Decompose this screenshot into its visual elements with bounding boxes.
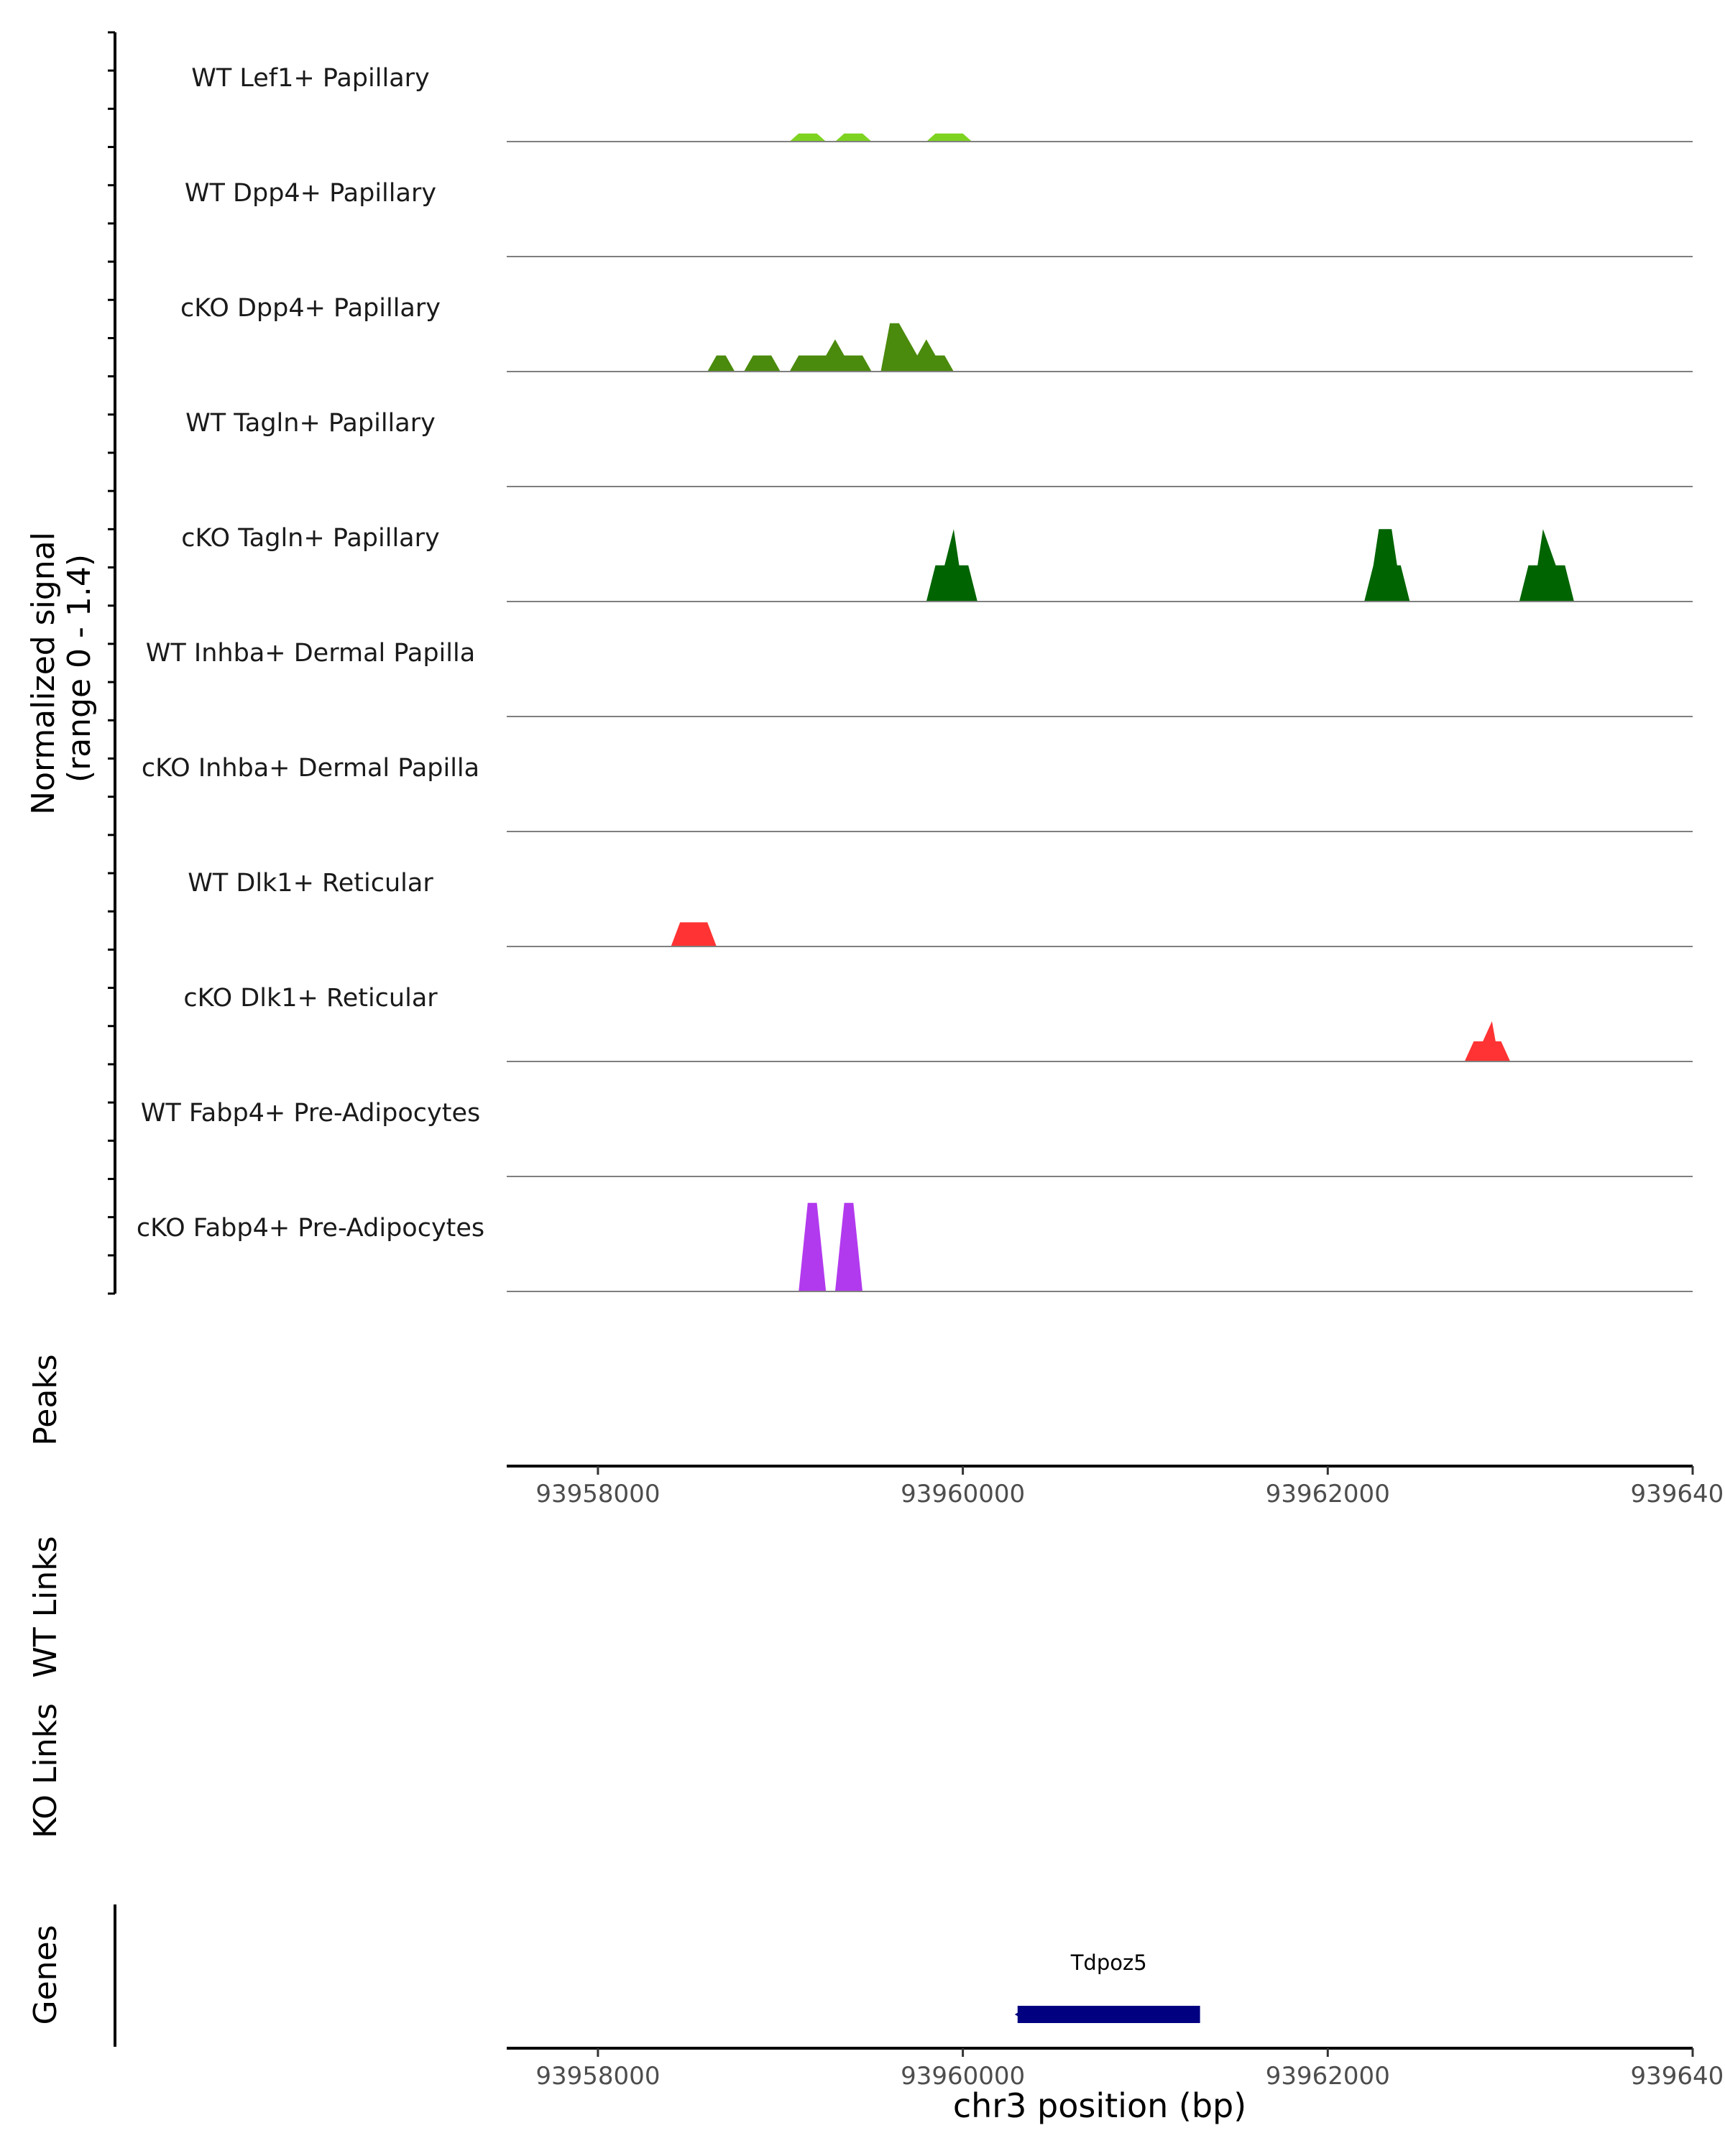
wt-links-track-label: WT Links: [27, 1536, 64, 1677]
coverage-area: [799, 1202, 862, 1291]
ko-links-track-label: KO Links: [27, 1703, 64, 1838]
coverage-track: WT Inhba+ Dermal Papilla: [146, 639, 1693, 717]
x-axis-tick-label: 93962000: [1266, 2062, 1390, 2091]
coverage-area: [707, 323, 954, 372]
gene-strand-arrow: [1014, 2009, 1025, 2020]
x-axis-ticks-upper: 93958000 93960000 93962000 93964000: [535, 1466, 1725, 1508]
coverage-track: cKO Dlk1+ Reticular: [183, 984, 1693, 1062]
x-axis-tick-label: 93964000: [1630, 2062, 1725, 2091]
y-axis-title: Normalized signal (range 0 - 1.4): [25, 522, 98, 815]
x-axis-tick-label: 93958000: [535, 2062, 660, 2091]
track-label: WT Fabp4+ Pre-Adipocytes: [141, 1099, 480, 1128]
coverage-area: [671, 922, 717, 946]
track-label: WT Dlk1+ Reticular: [188, 869, 433, 898]
x-axis-tick-label: 93958000: [535, 1480, 660, 1508]
y-axis-title-line-2: (range 0 - 1.4): [61, 554, 98, 783]
coverage-track: WT Dlk1+ Reticular: [188, 869, 1693, 947]
coverage-track: WT Dpp4+ Papillary: [185, 179, 1693, 257]
track-label: cKO Tagln+ Papillary: [181, 524, 440, 553]
track-label: WT Dpp4+ Papillary: [185, 179, 436, 208]
track-label: cKO Inhba+ Dermal Papilla: [142, 754, 479, 783]
coverage-track: cKO Tagln+ Papillary: [181, 524, 1693, 602]
coverage-track: WT Lef1+ Papillary: [191, 64, 1693, 142]
signal-axis-ticks: [108, 31, 115, 1295]
gene-annotations: Tdpoz5: [1014, 1950, 1200, 2023]
coverage-track: WT Fabp4+ Pre-Adipocytes: [141, 1099, 1693, 1177]
coverage-area: [926, 529, 1574, 602]
coverage-track: cKO Fabp4+ Pre-Adipocytes: [137, 1202, 1693, 1292]
track-label: WT Inhba+ Dermal Papilla: [146, 639, 475, 668]
gene-name-label: Tdpoz5: [1070, 1950, 1147, 1975]
coverage-area: [1464, 1021, 1511, 1061]
coverage-track: cKO Inhba+ Dermal Papilla: [142, 754, 1693, 832]
coverage-track: WT Tagln+ Papillary: [185, 409, 1693, 487]
coverage-area: [789, 133, 972, 142]
track-label: cKO Dpp4+ Papillary: [180, 294, 441, 323]
track-label: cKO Fabp4+ Pre-Adipocytes: [137, 1214, 484, 1243]
track-label: WT Tagln+ Papillary: [185, 409, 436, 438]
x-axis-tick-label: 93960000: [901, 2062, 1025, 2091]
coverage-tracks: WT Lef1+ Papillary WT Dpp4+ Papillary cKO …: [137, 64, 1693, 1292]
x-axis-ticks-lower: 93958000 93960000 93962000 93964000: [535, 2048, 1725, 2091]
gene-body: [1017, 2006, 1200, 2023]
x-axis-title: chr3 position (bp): [953, 2086, 1246, 2125]
peaks-track-label: Peaks: [27, 1354, 64, 1445]
x-axis-tick-label: 93964000: [1630, 1480, 1725, 1508]
coverage-track: cKO Dpp4+ Papillary: [180, 294, 1693, 372]
genes-track-label: Genes: [27, 1925, 64, 2024]
y-axis-title-line-1: Normalized signal: [25, 532, 62, 815]
track-label: cKO Dlk1+ Reticular: [183, 984, 438, 1013]
track-label: WT Lef1+ Papillary: [191, 64, 430, 93]
x-axis-tick-label: 93960000: [901, 1480, 1025, 1508]
x-axis-tick-label: 93962000: [1266, 1480, 1390, 1508]
